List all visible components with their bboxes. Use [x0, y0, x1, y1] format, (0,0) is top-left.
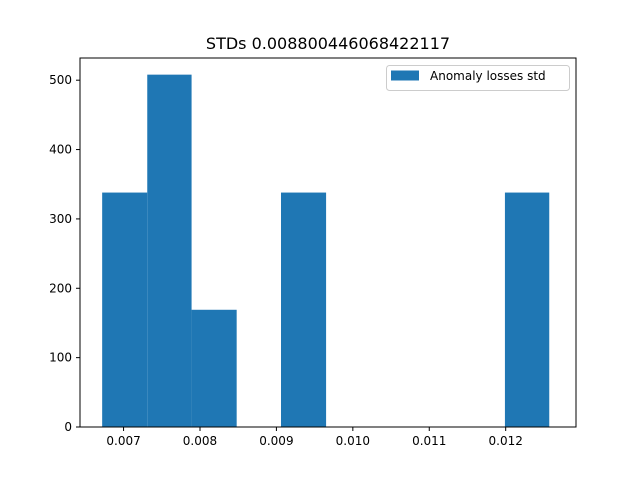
y-tick-label: 500 — [49, 73, 72, 87]
x-tick-label: 0.008 — [183, 434, 217, 448]
y-tick-label: 300 — [49, 212, 72, 226]
y-tick-label: 200 — [49, 281, 72, 295]
legend-swatch — [391, 70, 419, 81]
legend: Anomaly losses std — [386, 65, 570, 91]
chart-title: STDs 0.008800446068422117 — [206, 34, 450, 53]
bars-group — [102, 74, 550, 428]
y-tick-label: 400 — [49, 143, 72, 157]
legend-frame — [386, 65, 570, 91]
x-tick-label: 0.009 — [259, 434, 293, 448]
histogram-bar-1 — [147, 74, 192, 428]
plot-frame — [79, 57, 577, 428]
y-tick-label: 0 — [64, 420, 72, 434]
histogram-bar-4 — [280, 192, 327, 427]
legend-label: Anomaly losses std — [430, 69, 546, 83]
histogram-bar-0 — [102, 192, 148, 427]
x-tick-label: 0.012 — [489, 434, 523, 448]
x-tick-label: 0.007 — [106, 434, 140, 448]
axes-group: 0.007 0.008 0.009 0.010 0.011 0.012 0 100 200 300… — [49, 57, 577, 448]
histogram-bar-2 — [191, 309, 237, 427]
x-tick-label: 0.011 — [412, 434, 446, 448]
x-tick-label: 0.010 — [336, 434, 370, 448]
y-tick-label: 100 — [49, 351, 72, 365]
histogram-bar-9 — [504, 192, 550, 427]
